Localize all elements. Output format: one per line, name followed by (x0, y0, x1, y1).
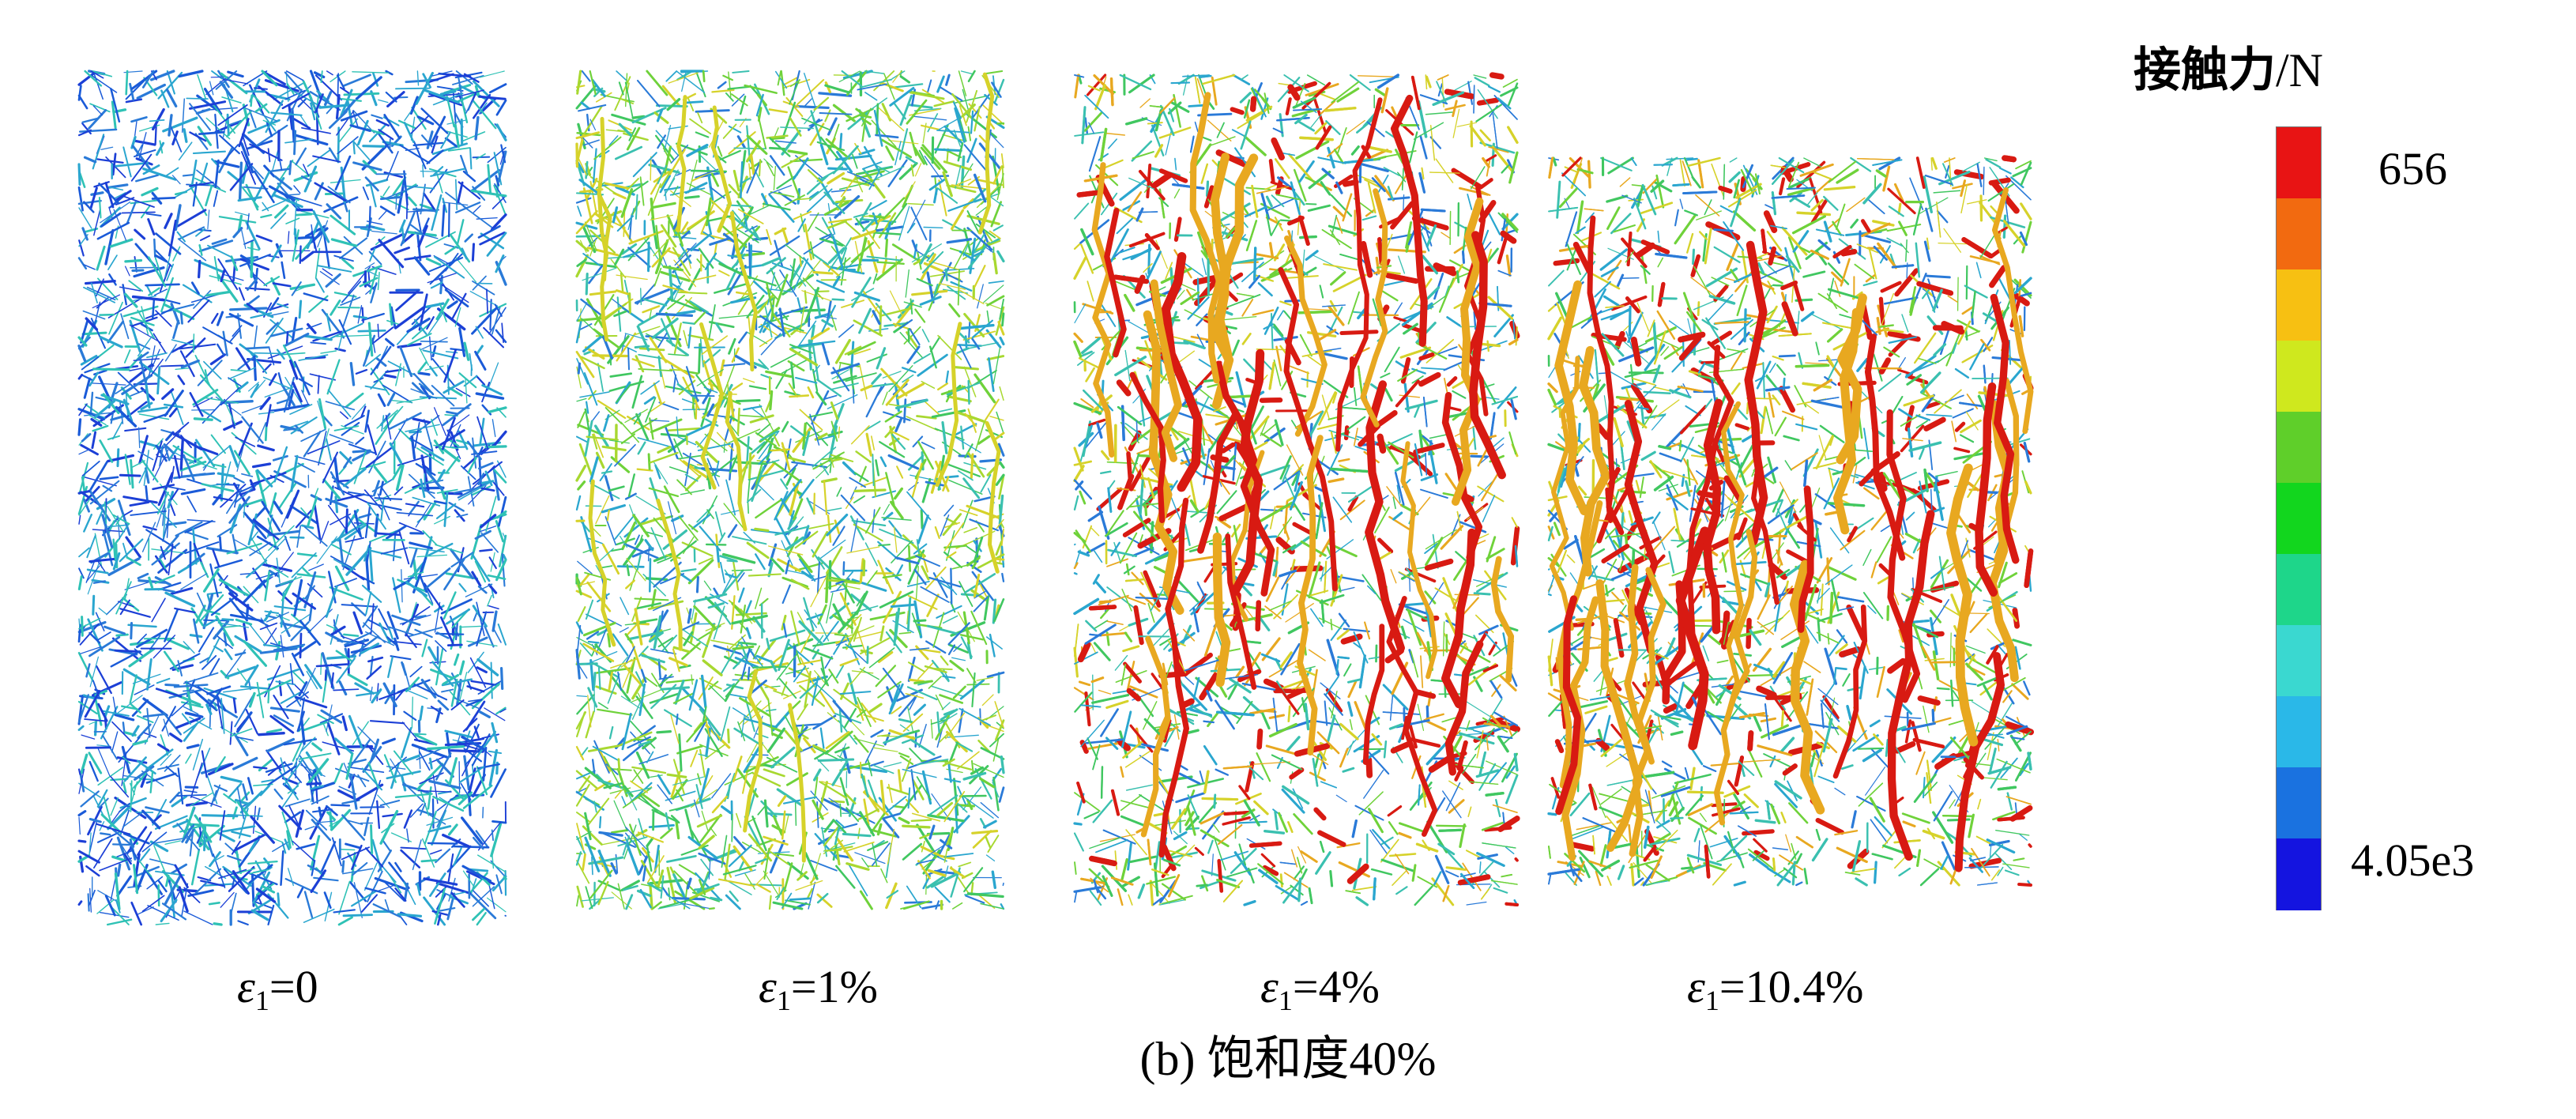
legend-title: 接触力/N (2133, 32, 2323, 100)
figure-caption: (b) 饱和度40% (1139, 1033, 1437, 1085)
strain-value: =10.4% (1719, 961, 1864, 1012)
colorbar (2276, 126, 2322, 910)
strain-symbol: ε (1260, 961, 1279, 1012)
colorbar-segment (2277, 483, 2321, 555)
strain-value: =4% (1292, 961, 1380, 1012)
legend-title-text: 接触力 (2133, 43, 2276, 98)
strain-subscript: 1 (776, 985, 791, 1016)
strain-value: =0 (269, 961, 318, 1012)
strain-label-2: ε1=4% (1260, 961, 1380, 1015)
colorbar-segment (2277, 625, 2321, 697)
strain-label-1: ε1=1% (759, 961, 878, 1015)
colorbar-segment (2277, 696, 2321, 768)
colorbar-segment (2277, 198, 2321, 270)
force-network-strain-1pct (575, 70, 1005, 910)
strain-subscript: 1 (1704, 985, 1719, 1016)
colorbar-segment (2277, 767, 2321, 839)
colorbar-max-label: 656 (2378, 143, 2447, 194)
force-network-strain-4pct (1073, 72, 1520, 906)
legend-unit: /N (2276, 44, 2323, 96)
strain-symbol: ε (237, 961, 255, 1012)
strain-symbol: ε (759, 961, 777, 1012)
colorbar-segment (2277, 554, 2321, 626)
colorbar-segment (2277, 269, 2321, 341)
strain-symbol: ε (1687, 961, 1705, 1012)
strain-label-3: ε1=10.4% (1687, 961, 1864, 1015)
force-network-strain-0 (77, 70, 507, 926)
strain-value: =1% (790, 961, 878, 1012)
colorbar-segment (2277, 127, 2321, 199)
colorbar-segment (2277, 341, 2321, 413)
strain-subscript: 1 (254, 985, 269, 1016)
strain-subscript: 1 (1278, 985, 1293, 1016)
colorbar-segment (2277, 412, 2321, 484)
strain-label-0: ε1=0 (237, 961, 318, 1015)
colorbar-segment (2277, 838, 2321, 910)
force-network-strain-10-4pct (1547, 155, 2034, 887)
colorbar-min-label: 4.05e3 (2351, 835, 2475, 886)
